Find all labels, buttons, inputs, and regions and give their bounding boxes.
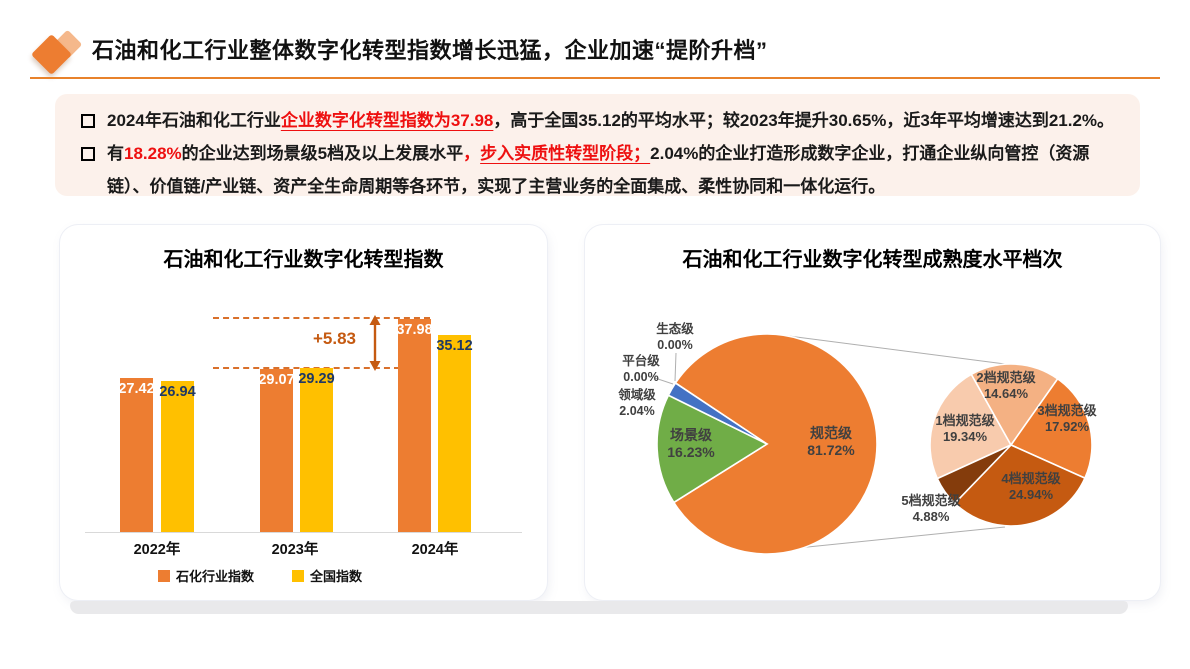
pie-label-tier5: 5档规范级 4.88% <box>901 493 961 524</box>
x-tick-2023: 2023年 <box>271 542 319 558</box>
bar-value-label: 29.29 <box>298 370 335 387</box>
bar-chart-plot: +5.83 27.42 26.94 29.07 29.29 37.98 35.1… <box>60 225 547 600</box>
bar-chart-legend: 石化行业指数 全国指数 <box>100 566 420 585</box>
bar-value-label: 26.94 <box>159 383 196 400</box>
summary-box: 2024年石油和化工行业企业数字化转型指数为37.98，高于全国35.12的平均… <box>55 94 1140 196</box>
pie-label-tier1: 1档规范级 19.34% <box>935 413 995 444</box>
x-axis-line <box>85 532 522 533</box>
bar-chart-title: 石油和化工行业数字化转型指数 <box>163 249 444 271</box>
bullet-square-icon <box>81 147 95 161</box>
bar-value-label: 35.12 <box>436 338 473 354</box>
increase-arrow-icon <box>369 315 381 371</box>
pie-label-ecosystem: 生态级 0.00% <box>656 322 694 352</box>
bar-national-2023: 29.29 <box>298 367 335 532</box>
legend-color-chip <box>292 569 304 582</box>
bullet-item-1: 2024年石油和化工行业企业数字化转型指数为37.98，高于全国35.12的平均… <box>79 104 1118 137</box>
increase-annotation: +5.83 <box>312 329 356 348</box>
legend-label: 全国指数 <box>310 569 363 584</box>
pie-label-standard: 规范级 81.72% <box>807 425 855 458</box>
pie-chart-card: 石油和化工行业数字化转型成熟度水平档次 生态级 0.00% 平台级 0.00% 领域… <box>585 225 1160 600</box>
bar-value-label: 37.98 <box>396 321 433 338</box>
bar-value-label: 29.07 <box>258 371 295 388</box>
bar-value-label: 27.42 <box>118 381 155 398</box>
legend-label: 石化行业指数 <box>175 569 254 584</box>
pie-chart-title: 石油和化工行业数字化转型成熟度水平档次 <box>682 249 1063 271</box>
bullet-square-icon <box>81 114 95 128</box>
page-title: 石油和化工行业整体数字化转型指数增长迅猛，企业加速“提阶升档” <box>92 38 768 63</box>
bar-industry-2022: 27.42 <box>118 378 155 532</box>
diamond-icon <box>30 27 89 77</box>
legend-item-national: 全国指数 <box>292 566 362 585</box>
bullet-text-2: 有18.28%的企业达到场景级5档及以上发展水平，步入实质性转型阶段；2.04%… <box>107 144 1090 196</box>
x-tick-2022: 2022年 <box>133 542 181 558</box>
pie-label-tier3: 3档规范级 17.92% <box>1037 403 1097 434</box>
bar-national-2024: 35.12 <box>436 335 473 532</box>
pie-label-scene: 场景级 16.23% <box>667 427 715 460</box>
x-tick-2024: 2024年 <box>411 542 459 558</box>
bar-chart-card: 石油和化工行业数字化转型指数 +5.83 27.42 26.94 29.07 2… <box>60 225 547 600</box>
upper-dashed-line <box>213 317 430 319</box>
title-divider <box>30 77 1160 79</box>
legend-color-chip <box>157 569 170 582</box>
pie-of-pie-svg <box>654 333 1093 555</box>
pie-label-tier4: 4档规范级 24.94% <box>1001 471 1061 502</box>
legend-item-industry: 石化行业指数 <box>157 566 254 585</box>
bullet-text-1: 2024年石油和化工行业企业数字化转型指数为37.98，高于全国35.12的平均… <box>107 111 1115 130</box>
pie-label-domain: 领域级 2.04% <box>618 388 656 418</box>
pie-label-tier2: 2档规范级 14.64% <box>976 370 1036 401</box>
pie-label-platform: 平台级 0.00% <box>622 354 660 384</box>
bar-national-2022: 26.94 <box>159 380 196 532</box>
back-sheet-edge <box>70 601 1128 614</box>
bar-industry-2023: 29.07 <box>258 368 295 532</box>
bar-industry-2024: 37.98 <box>396 318 433 532</box>
bullet-item-2: 有18.28%的企业达到场景级5档及以上发展水平，步入实质性转型阶段；2.04%… <box>79 137 1118 203</box>
